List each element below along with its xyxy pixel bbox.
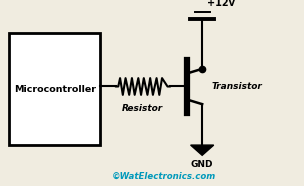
Text: Microcontroller: Microcontroller: [14, 85, 96, 94]
Text: Resistor: Resistor: [122, 104, 164, 113]
Text: ©WatElectronics.com: ©WatElectronics.com: [112, 171, 216, 180]
Bar: [9, 33, 100, 145]
Text: Transistor: Transistor: [211, 82, 262, 91]
Text: GND: GND: [191, 160, 213, 169]
Text: +12v: +12v: [207, 0, 235, 8]
Polygon shape: [191, 145, 214, 155]
